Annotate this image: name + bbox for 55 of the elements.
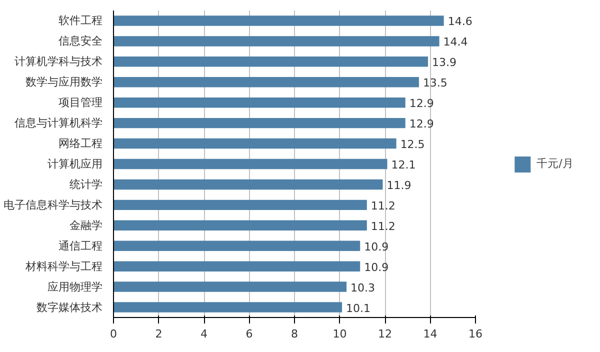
bar [114,282,347,292]
y-tick-label: 计算机学科与技术 [14,55,102,68]
x-tick-label: 16 [468,328,482,340]
y-tick-label: 通信工程 [58,239,102,252]
y-tick-label: 网络工程 [58,137,102,150]
y-tick-label: 电子信息科学与技术 [4,198,102,212]
x-tick-label: 6 [246,328,253,340]
data-label: 12.9 [409,118,434,131]
y-tick-label: 项目管理 [58,96,102,110]
bar [114,220,367,231]
y-tick-label: 应用物理学 [48,280,102,294]
x-tick-label: 4 [200,328,208,340]
x-tick-label: 2 [155,328,162,340]
y-tick-label: 数字媒体技术 [36,300,102,314]
data-label: 10.3 [350,281,376,294]
bar [114,200,367,210]
x-tick-label: 8 [291,328,298,340]
data-label: 12.1 [391,158,416,172]
legend-label: 千元/月 [536,156,574,171]
data-label: 11.2 [370,220,396,233]
y-tick-label: 金融学 [70,218,102,232]
data-label: 14.4 [443,36,468,49]
bar [114,77,419,88]
data-label: 11.2 [370,199,396,212]
y-tick-label: 材料科学与工程 [24,260,102,273]
data-label: 10.1 [346,302,371,315]
bar [114,36,440,46]
data-label: 14.6 [448,15,472,28]
bar [114,138,396,149]
x-tick-label: 10 [332,328,347,340]
data-label: 13.5 [422,76,448,90]
data-label: 13.9 [432,56,456,70]
data-label: 10.9 [364,260,389,274]
bar [114,240,360,251]
data-label: 11.9 [386,178,412,192]
bar [114,302,342,312]
x-tick-label: 14 [423,328,438,340]
data-label: 10.9 [364,240,389,254]
bar [114,261,360,272]
bar [114,97,406,108]
x-tick-label: 0 [110,328,117,340]
y-tick-label: 计算机应用 [48,158,102,170]
y-tick-label: 统计学 [70,178,102,191]
x-tick-label: 12 [378,328,392,340]
data-label: 12.5 [400,138,425,152]
bar [114,56,428,67]
y-tick-label: 信息与计算机科学 [14,116,102,130]
bar [114,16,444,26]
bar [114,179,383,190]
data-label: 12.9 [409,97,434,110]
bar [114,118,406,128]
bar [114,158,388,170]
y-tick-label: 信息安全 [58,34,102,48]
y-tick-label: 数学与应用数学 [26,76,102,89]
y-tick-label: 软件工程 [58,14,102,28]
